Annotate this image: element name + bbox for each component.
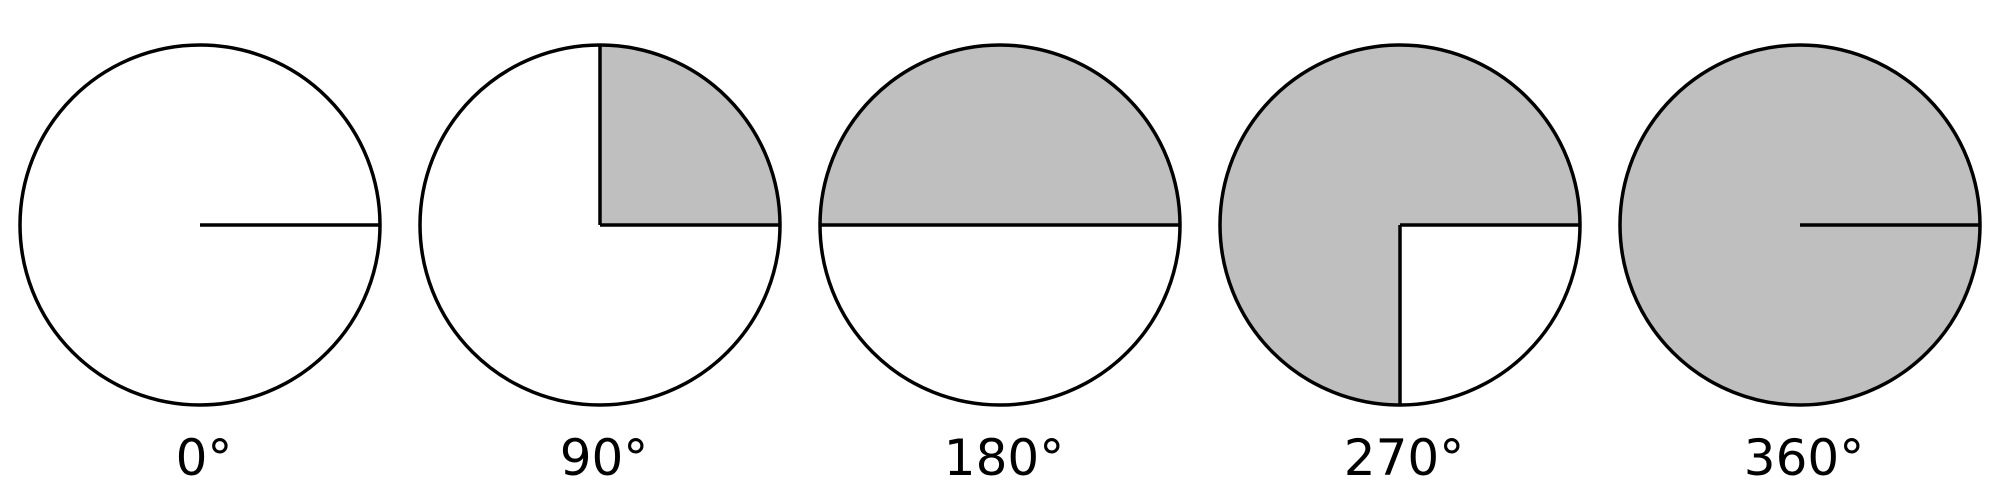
angle-label-90: 90° xyxy=(560,429,649,487)
angle-figure-90: 90° xyxy=(418,43,782,487)
angle-radii-270 xyxy=(1398,223,1580,405)
angle-figure-360: 360° xyxy=(1618,43,1982,487)
angle-label-270: 270° xyxy=(1344,429,1464,487)
angle-figure-0: 0° xyxy=(18,43,382,487)
angle-sector-90 xyxy=(600,45,780,225)
angle-label-360: 360° xyxy=(1744,429,1864,487)
angle-figure-180: 180° xyxy=(818,43,1182,487)
angle-figure-270: 270° xyxy=(1218,43,1582,487)
angle-label-0: 0° xyxy=(176,429,233,487)
angle-label-180: 180° xyxy=(944,429,1064,487)
angle-sector-180 xyxy=(820,45,1180,225)
angle-radii-90 xyxy=(598,45,780,227)
